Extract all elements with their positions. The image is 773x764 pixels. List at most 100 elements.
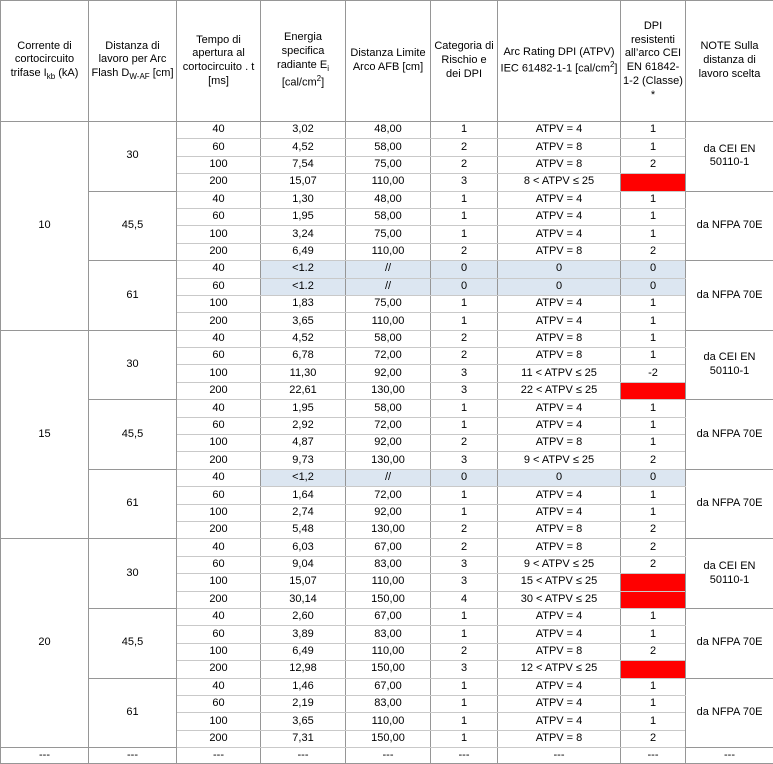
cell-class: 1 bbox=[621, 208, 686, 225]
cell-energy: 1,95 bbox=[261, 208, 346, 225]
cell-note: da NFPA 70E bbox=[686, 191, 773, 261]
cell-afb: 110,00 bbox=[346, 243, 431, 260]
cell-time: 40 bbox=[177, 539, 261, 556]
cell-energy: 1,46 bbox=[261, 678, 346, 695]
col-header-time: Tempo di apertura al cortocircuito . t [… bbox=[177, 1, 261, 122]
cell-afb: 150,00 bbox=[346, 661, 431, 678]
cell-time: 40 bbox=[177, 330, 261, 347]
cell-atpv: ATPV = 4 bbox=[498, 400, 621, 417]
cell-afb: 67,00 bbox=[346, 608, 431, 625]
cell-class: 0 bbox=[621, 469, 686, 486]
cell-category: 3 bbox=[431, 574, 498, 591]
cell-time: 60 bbox=[177, 348, 261, 365]
cell-class: 1 bbox=[621, 313, 686, 330]
footer-cell: --- bbox=[346, 748, 431, 764]
cell-atpv: 9 < ATPV ≤ 25 bbox=[498, 556, 621, 573]
cell-time: 100 bbox=[177, 504, 261, 521]
cell-class: 2 bbox=[621, 539, 686, 556]
cell-class: 2 bbox=[621, 243, 686, 260]
cell-category: 1 bbox=[431, 695, 498, 712]
cell-category: 1 bbox=[431, 487, 498, 504]
cell-time: 100 bbox=[177, 295, 261, 312]
cell-category: 3 bbox=[431, 556, 498, 573]
cell-class: 1 bbox=[621, 678, 686, 695]
footer-cell: --- bbox=[261, 748, 346, 764]
cell-class: 1 bbox=[621, 626, 686, 643]
cell-atpv: ATPV = 4 bbox=[498, 626, 621, 643]
cell-afb: 92,00 bbox=[346, 435, 431, 452]
cell-atpv: 0 bbox=[498, 278, 621, 295]
cell-energy: 2,92 bbox=[261, 417, 346, 434]
cell-class bbox=[621, 661, 686, 678]
cell-energy: 9,04 bbox=[261, 556, 346, 573]
cell-afb: 67,00 bbox=[346, 539, 431, 556]
cell-afb: 48,00 bbox=[346, 122, 431, 139]
cell-category: 2 bbox=[431, 521, 498, 538]
cell-class: 1 bbox=[621, 139, 686, 156]
cell-time: 60 bbox=[177, 626, 261, 643]
cell-class: 0 bbox=[621, 261, 686, 278]
cell-category: 3 bbox=[431, 382, 498, 399]
cell-energy: 4,52 bbox=[261, 139, 346, 156]
cell-class bbox=[621, 591, 686, 608]
cell-afb: 130,00 bbox=[346, 382, 431, 399]
cell-note: da NFPA 70E bbox=[686, 469, 773, 539]
cell-class: 1 bbox=[621, 295, 686, 312]
cell-afb: 110,00 bbox=[346, 174, 431, 191]
cell-time: 60 bbox=[177, 139, 261, 156]
cell-energy: 12,98 bbox=[261, 661, 346, 678]
cell-energy: 1,64 bbox=[261, 487, 346, 504]
cell-afb: 72,00 bbox=[346, 348, 431, 365]
cell-energy: 11,30 bbox=[261, 365, 346, 382]
cell-time: 40 bbox=[177, 469, 261, 486]
col-header-class: DPI resistenti all’arco CEI EN 61842-1-2… bbox=[621, 1, 686, 122]
cell-class bbox=[621, 382, 686, 399]
cell-afb: 150,00 bbox=[346, 730, 431, 747]
cell-class: 1 bbox=[621, 348, 686, 365]
cell-energy: 6,49 bbox=[261, 643, 346, 660]
cell-atpv: 0 bbox=[498, 261, 621, 278]
col-header-current-text: kb bbox=[47, 72, 55, 81]
cell-atpv: ATPV = 8 bbox=[498, 643, 621, 660]
col-header-category-text: Categoria di Rischio e dei DPI bbox=[434, 40, 493, 80]
cell-class: 1 bbox=[621, 417, 686, 434]
cell-energy: 4,87 bbox=[261, 435, 346, 452]
cell-atpv: ATPV = 8 bbox=[498, 156, 621, 173]
col-header-note: NOTE Sulla distanza di lavoro scelta bbox=[686, 1, 773, 122]
cell-time: 200 bbox=[177, 661, 261, 678]
cell-energy: 6,49 bbox=[261, 243, 346, 260]
cell-category: 4 bbox=[431, 591, 498, 608]
cell-time: 200 bbox=[177, 521, 261, 538]
footer-cell: --- bbox=[498, 748, 621, 764]
cell-time: 100 bbox=[177, 226, 261, 243]
cell-time: 40 bbox=[177, 678, 261, 695]
cell-atpv: ATPV = 4 bbox=[498, 678, 621, 695]
cell-time: 40 bbox=[177, 122, 261, 139]
cell-time: 100 bbox=[177, 435, 261, 452]
col-header-atpv: Arc Rating DPI (ATPV) IEC 61482-1-1 [cal… bbox=[498, 1, 621, 122]
cell-category: 1 bbox=[431, 608, 498, 625]
cell-energy: 1,30 bbox=[261, 191, 346, 208]
cell-note: da CEI EN 50110-1 bbox=[686, 539, 773, 609]
cell-current: 10 bbox=[1, 122, 89, 331]
cell-class: 2 bbox=[621, 521, 686, 538]
cell-time: 40 bbox=[177, 261, 261, 278]
cell-note: da NFPA 70E bbox=[686, 400, 773, 470]
cell-distance: 30 bbox=[89, 539, 177, 609]
cell-category: 2 bbox=[431, 139, 498, 156]
cell-energy: <1,2 bbox=[261, 469, 346, 486]
col-header-atpv-text: ] bbox=[614, 62, 617, 74]
col-header-atpv-text: Arc Rating DPI (ATPV) IEC 61482-1-1 [cal… bbox=[501, 46, 615, 74]
cell-afb: 48,00 bbox=[346, 191, 431, 208]
cell-category: 1 bbox=[431, 678, 498, 695]
cell-energy: 2,74 bbox=[261, 504, 346, 521]
cell-category: 1 bbox=[431, 191, 498, 208]
